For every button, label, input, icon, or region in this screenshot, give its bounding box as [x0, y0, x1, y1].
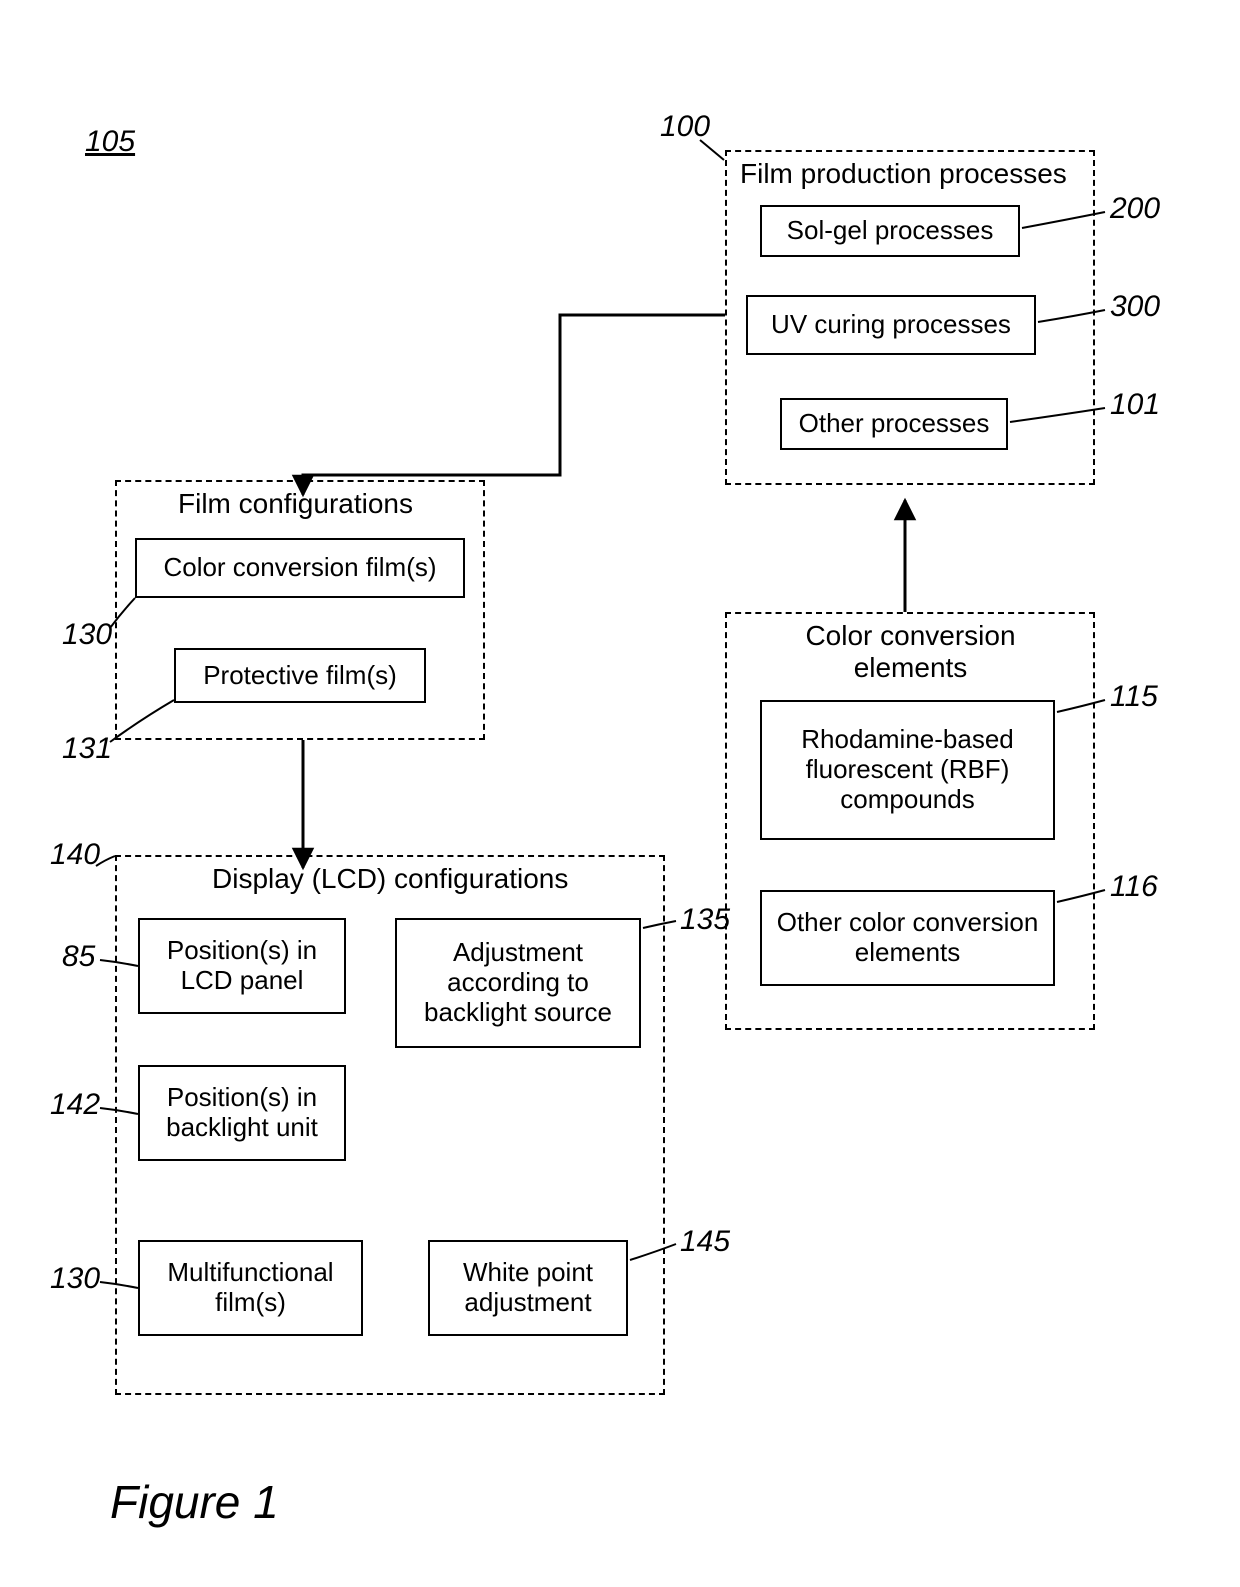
- box-color-conversion-films: Color conversion film(s): [135, 538, 465, 598]
- ref-pos-blu: 142: [50, 1088, 100, 1122]
- figure-caption: Figure 1: [110, 1475, 279, 1529]
- box-other-cce: Other color conversion elements: [760, 890, 1055, 986]
- box-uv-curing: UV curing processes: [746, 295, 1036, 355]
- ref-film-production: 100: [660, 110, 710, 144]
- ref-display-configs: 140: [50, 838, 100, 872]
- diagram-canvas: 105 Film production processes 100 Sol-ge…: [0, 0, 1240, 1587]
- ref-uv-curing: 300: [1110, 290, 1160, 324]
- box-pos-blu: Position(s) in backlight unit: [138, 1065, 346, 1161]
- group-title-display-configs: Display (LCD) configurations: [212, 863, 568, 895]
- group-title-film-production: Film production processes: [740, 158, 1067, 190]
- box-multifunctional: Multifunctional film(s): [138, 1240, 363, 1336]
- ref-white-point: 145: [680, 1225, 730, 1259]
- figure-id: 105: [85, 125, 135, 159]
- ref-other-processes: 101: [1110, 388, 1160, 422]
- ref-rbf: 115: [1110, 680, 1158, 714]
- box-other-processes: Other processes: [780, 398, 1008, 450]
- ref-other-cce: 116: [1110, 870, 1158, 904]
- ref-adj-backlight: 135: [680, 903, 730, 937]
- box-white-point: White point adjustment: [428, 1240, 628, 1336]
- ref-ccf: 130: [62, 618, 112, 652]
- box-sol-gel: Sol-gel processes: [760, 205, 1020, 257]
- box-pos-lcd-panel: Position(s) in LCD panel: [138, 918, 346, 1014]
- ref-protective: 131: [62, 732, 112, 766]
- group-title-cce: Color conversion elements: [798, 620, 1023, 684]
- ref-multifunctional: 130: [50, 1262, 100, 1296]
- box-protective-films: Protective film(s): [174, 648, 426, 703]
- ref-pos-lcd: 85: [62, 940, 95, 974]
- ref-sol-gel: 200: [1110, 192, 1160, 226]
- arrow-fpp-to-filmconfig: [303, 315, 725, 495]
- group-title-film-configs: Film configurations: [178, 488, 413, 520]
- box-adj-backlight: Adjustment according to backlight source: [395, 918, 641, 1048]
- box-rbf: Rhodamine-based fluorescent (RBF) compou…: [760, 700, 1055, 840]
